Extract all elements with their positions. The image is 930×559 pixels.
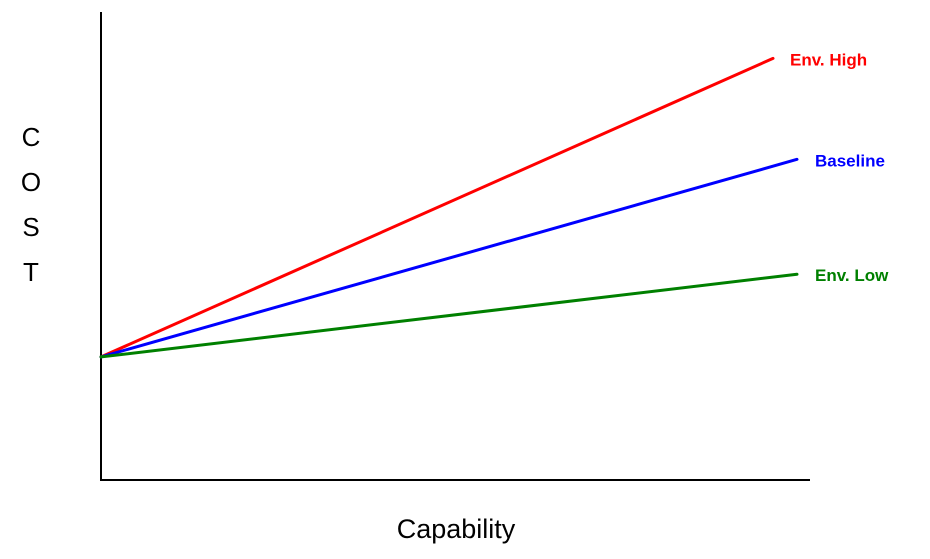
y-axis-label-letter: O bbox=[21, 167, 41, 197]
series-label-baseline: Baseline bbox=[815, 151, 885, 170]
series-line-baseline bbox=[99, 157, 799, 359]
x-axis-label: Capability bbox=[397, 514, 516, 544]
series-label-group: Env. High Baseline Env. Low bbox=[790, 50, 889, 285]
series-label-env-low: Env. Low bbox=[815, 266, 889, 285]
y-axis-label-letter: C bbox=[22, 122, 41, 152]
y-axis-label-letter: S bbox=[22, 212, 39, 242]
y-axis-label-letter: T bbox=[23, 257, 39, 287]
series-line-env-high bbox=[99, 56, 775, 359]
series-line-env-low bbox=[99, 272, 799, 359]
axes bbox=[100, 12, 810, 481]
series-group bbox=[99, 56, 799, 359]
series-label-env-high: Env. High bbox=[790, 50, 867, 69]
